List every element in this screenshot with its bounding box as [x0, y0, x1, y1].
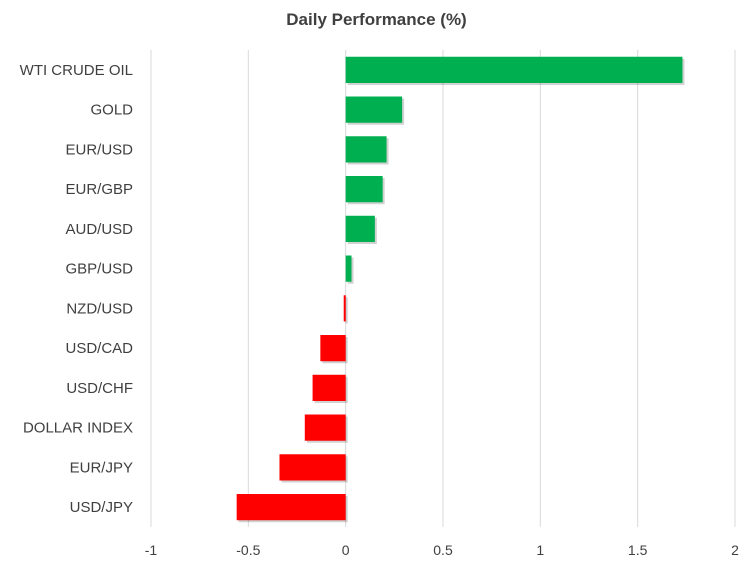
- bar: [304, 414, 346, 441]
- bar: [236, 494, 346, 521]
- x-tick-label: 2: [731, 542, 739, 558]
- x-tick-label: 1.5: [628, 542, 648, 558]
- x-tick-label: -0.5: [236, 542, 260, 558]
- category-label: DOLLAR INDEX: [23, 420, 133, 437]
- category-label: WTI CRUDE OIL: [20, 62, 133, 79]
- category-label: EUR/JPY: [70, 459, 133, 476]
- category-label: EUR/USD: [65, 141, 133, 158]
- bar: [312, 374, 346, 401]
- x-tick-label: -1: [145, 542, 158, 558]
- category-label: GOLD: [90, 102, 133, 119]
- bar: [279, 454, 346, 481]
- category-label: EUR/GBP: [65, 181, 133, 198]
- bar: [345, 96, 403, 123]
- bar: [345, 136, 387, 163]
- category-label: USD/CHF: [66, 380, 133, 397]
- category-label: GBP/USD: [65, 261, 133, 278]
- bar: [320, 335, 346, 362]
- bar-shadow: [345, 297, 348, 324]
- bar: [345, 176, 383, 203]
- category-label: USD/CAD: [65, 340, 133, 357]
- category-label: AUD/USD: [65, 221, 133, 238]
- chart-title: Daily Performance (%): [286, 10, 467, 29]
- bar: [345, 255, 352, 282]
- bar: [345, 56, 683, 83]
- bar: [343, 295, 346, 322]
- x-tick-label: 0.5: [433, 542, 453, 558]
- x-tick-label: 0: [342, 542, 350, 558]
- category-label: NZD/USD: [66, 300, 133, 317]
- category-label: USD/JPY: [70, 499, 133, 516]
- x-tick-label: 1: [536, 542, 544, 558]
- bar: [345, 215, 375, 242]
